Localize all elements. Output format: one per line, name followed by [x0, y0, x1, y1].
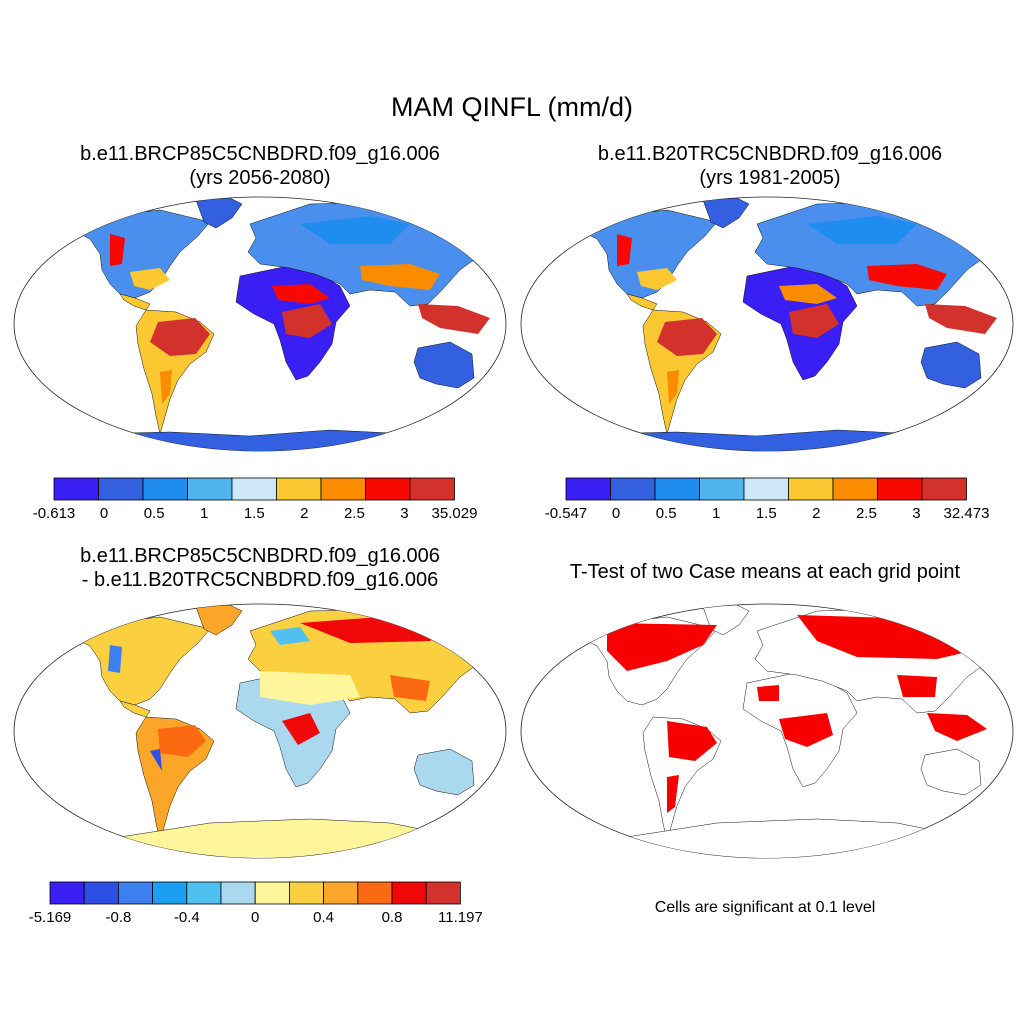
panel-title-case: b.e11.BRCP85C5CNBDRD.f09_g16.006	[80, 143, 440, 165]
colorbar-tick-label: 1	[712, 505, 720, 522]
colorbar-swatch	[53, 477, 99, 501]
panel-title-case-minus: - b.e11.B20TRC5CNBDRD.f09_g16.006	[81, 569, 439, 591]
australia-landmass	[413, 341, 475, 389]
colorbar-tick-label: 32.473	[944, 505, 990, 522]
colorbar-swatch	[323, 881, 359, 905]
colorbar-difference: -5.169 -0.8 -0.4 0 0.4 0.8 11.197	[29, 881, 483, 926]
panel-title-difference: b.e11.BRCP85C5CNBDRD.f09_g16.006 - b.e11…	[20, 544, 500, 592]
colorbar-future: -0.613 0 0.5 1 1.5 2 2.5 3 35.029	[33, 477, 478, 522]
map-historical	[520, 196, 1014, 452]
panel-title-case: b.e11.B20TRC5CNBDRD.f09_g16.006	[597, 143, 943, 165]
colorbar-swatch	[288, 881, 324, 905]
colorbar-swatch	[832, 477, 878, 501]
colorbar-tick-label: -0.613	[33, 505, 76, 522]
main-title: MAM QINFL (mm/d)	[391, 92, 633, 122]
colorbar-tick-label: 0.5	[656, 505, 677, 522]
panel-title-ttest: T-Test of two Case means at each grid po…	[569, 561, 961, 583]
colorbar-historical: -0.547 0 0.5 1 1.5 2 2.5 3 32.473	[545, 477, 990, 522]
colorbar-swatch	[231, 477, 277, 501]
colorbar-swatch	[425, 881, 461, 905]
colorbar-tick-label: 0.5	[144, 505, 165, 522]
colorbar-tick-label: -0.8	[105, 909, 131, 926]
significance-note: Cells are significant at 0.1 level	[654, 899, 876, 916]
colorbar-tick-label: 1	[200, 505, 208, 522]
australia-outline	[920, 748, 982, 796]
colorbar-swatch	[320, 477, 366, 501]
colorbar-swatch	[357, 881, 393, 905]
colorbar-swatch	[921, 477, 967, 501]
colorbar-tick-label: 1.5	[756, 505, 777, 522]
map-future	[13, 196, 507, 452]
greenland-landmass	[195, 604, 243, 636]
colorbar-swatch	[186, 881, 222, 905]
colorbar-swatch	[152, 881, 188, 905]
colorbar-swatch	[610, 477, 656, 501]
colorbar-swatch	[276, 477, 322, 501]
panel-title-case: b.e11.BRCP85C5CNBDRD.f09_g16.006	[80, 545, 440, 567]
australia-landmass	[413, 748, 475, 796]
map-difference	[13, 603, 507, 859]
colorbar-swatch	[654, 477, 700, 501]
colorbar-swatch	[49, 881, 85, 905]
panel-title-years: (yrs 1981-2005)	[699, 167, 841, 189]
colorbar-tick-label: 2	[300, 505, 308, 522]
colorbar-swatch	[365, 477, 411, 501]
colorbar-tick-label: 3	[912, 505, 920, 522]
colorbar-tick-label: 2	[812, 505, 820, 522]
colorbar-tick-label: 11.197	[438, 909, 483, 926]
colorbar-swatch	[220, 881, 256, 905]
colorbar-tick-label: -0.4	[174, 909, 200, 926]
colorbar-tick-label: 2.5	[344, 505, 365, 522]
colorbar-tick-label: 1.5	[244, 505, 265, 522]
colorbar-tick-label: 35.029	[432, 505, 478, 522]
greenland-landmass	[195, 197, 243, 229]
significant-cells	[607, 615, 997, 813]
colorbar-swatch	[699, 477, 745, 501]
colorbar-tick-label: 0	[100, 505, 108, 522]
colorbar-swatch	[83, 881, 119, 905]
colorbar-tick-label: 0.4	[313, 909, 334, 926]
colorbar-swatch	[254, 881, 290, 905]
colorbar-swatch	[743, 477, 789, 501]
australia-landmass	[920, 341, 982, 389]
colorbar-swatch	[565, 477, 611, 501]
map-ttest-significance	[520, 603, 1014, 859]
colorbar-swatch	[142, 477, 188, 501]
colorbar-swatch	[118, 881, 154, 905]
colorbar-tick-label: -0.547	[545, 505, 588, 522]
colorbar-swatch	[877, 477, 923, 501]
colorbar-tick-label: -5.169	[29, 909, 72, 926]
colorbar-tick-label: 3	[400, 505, 408, 522]
panel-title-future: b.e11.BRCP85C5CNBDRD.f09_g16.006 (yrs 20…	[20, 142, 500, 190]
colorbar-tick-label: 2.5	[856, 505, 877, 522]
colorbar-tick-label: 0.8	[382, 909, 403, 926]
colorbar-swatch	[187, 477, 233, 501]
colorbar-tick-label: 0	[251, 909, 259, 926]
colorbar-swatch	[391, 881, 427, 905]
colorbar-tick-label: 0	[612, 505, 620, 522]
colorbar-swatch	[98, 477, 144, 501]
colorbar-swatch	[788, 477, 834, 501]
panel-title-years: (yrs 2056-2080)	[189, 167, 331, 189]
panel-title-historical: b.e11.B20TRC5CNBDRD.f09_g16.006 (yrs 198…	[530, 142, 1010, 190]
greenland-landmass	[702, 197, 750, 229]
colorbar-swatch	[409, 477, 455, 501]
